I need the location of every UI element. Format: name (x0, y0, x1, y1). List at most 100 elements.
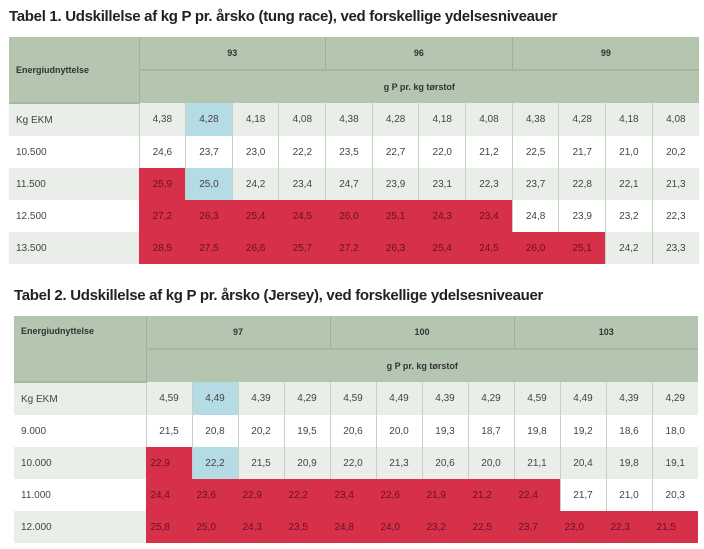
table-cell: 19,3 (421, 415, 468, 447)
table-cell: 19,8 (513, 415, 560, 447)
table1: Energiudnyttelse 93 96 99 g P pr. kg tørstof… (9, 37, 699, 264)
table-cell: 22,2 (278, 136, 326, 168)
table-cell: 4,39 (605, 382, 652, 415)
table-cell: 24,3 (237, 511, 284, 543)
table-cell: 27,5 (185, 232, 233, 264)
table-cell: 4,08 (651, 103, 699, 136)
table-row: 10.000 22,9 22,2 21,5 20,9 22,0 21,3 20,6 20,0 21… (14, 447, 698, 479)
table-row: 10.500 24,6 23,7 23,0 22,2 23,5 22,7 22,0 21,2 22… (9, 136, 699, 168)
table-cell: 22,2 (191, 447, 238, 479)
table-cell: 23,2 (605, 200, 653, 232)
table-cell: 23,0 (231, 136, 279, 168)
table-cell: 25,0 (185, 168, 233, 200)
table-cell: 26,6 (231, 232, 279, 264)
table2-title: Tabel 2. Udskillelse af kg P pr. årsko (… (14, 287, 544, 304)
table-cell: 4,59 (329, 382, 376, 415)
table-cell: 19,1 (651, 447, 698, 479)
table-cell: 4,38 (138, 103, 186, 136)
table-cell: 4,18 (418, 103, 466, 136)
table-cell: 24,2 (231, 168, 279, 200)
table-cell: 24,2 (605, 232, 653, 264)
table-cell: 4,18 (605, 103, 653, 136)
table-cell: 22,4 (513, 479, 560, 511)
row-label: 9.000 (14, 415, 146, 447)
table-cell: 21,1 (513, 447, 560, 479)
table-cell: 22,3 (465, 168, 513, 200)
table-cell: 23,7 (511, 168, 559, 200)
row-header: Energiudnyttelse (14, 316, 146, 383)
table-cell: 21,9 (421, 479, 468, 511)
table-cell: 24,5 (465, 232, 513, 264)
table-cell: 26,0 (511, 232, 559, 264)
row-label: 10.000 (14, 447, 146, 479)
table-cell: 25,4 (418, 232, 466, 264)
row-label: 10.500 (9, 136, 139, 168)
table-cell: 20,3 (651, 479, 698, 511)
table-cell: 23,9 (371, 168, 419, 200)
table-cell: 23,1 (418, 168, 466, 200)
table-row: 12.000 25,8 25,0 24,3 23,5 24,8 24,0 23,2 22,5 23… (14, 511, 698, 543)
table-cell: 21,5 (651, 511, 698, 543)
table-cell: 22,7 (371, 136, 419, 168)
table-cell: 22,2 (283, 479, 330, 511)
table-cell: 18,6 (605, 415, 652, 447)
table2: Energiudnyttelse 97 100 103 g P pr. kg tørst… (14, 316, 698, 543)
table-cell: 20,2 (651, 136, 699, 168)
table-cell: 4,29 (467, 382, 514, 415)
table-cell: 27,2 (325, 232, 373, 264)
table-cell: 23,0 (559, 511, 606, 543)
table-cell: 22,0 (418, 136, 466, 168)
unit-subheader: g P pr. kg tørstof (145, 349, 698, 382)
table-cell: 25,1 (371, 200, 419, 232)
subheader-row: g P pr. kg tørstof (9, 70, 699, 103)
table-cell: 22,8 (558, 168, 606, 200)
row-header: Energiudnyttelse (9, 37, 139, 104)
table1-title: Tabel 1. Udskillelse af kg P pr. årsko (… (9, 8, 558, 25)
table-row: 11.000 24,4 23,6 22,9 22,2 23,4 22,6 21,9 21,2 22… (14, 479, 698, 511)
table-cell: 21,0 (605, 136, 653, 168)
table-cell: 4,38 (511, 103, 559, 136)
row-label: 11.000 (14, 479, 146, 511)
table-cell: 4,39 (421, 382, 468, 415)
table-cell: 24,6 (138, 136, 186, 168)
unit-subheader: g P pr. kg tørstof (138, 70, 699, 103)
table-cell: 23,4 (465, 200, 513, 232)
table-cell: 21,2 (467, 479, 514, 511)
table-cell: 4,49 (375, 382, 422, 415)
table-cell: 22,3 (605, 511, 652, 543)
table-cell: 4,28 (371, 103, 419, 136)
table-row: 12.500 27,2 26,3 25,4 24,5 26,0 25,1 24,3 23,4 24… (9, 200, 699, 232)
table-cell: 23,5 (325, 136, 373, 168)
table-cell: 23,7 (185, 136, 233, 168)
table-cell: 20,9 (283, 447, 330, 479)
table-row: Kg EKM 4,59 4,49 4,39 4,29 4,59 4,49 4,39 4,29 4,… (14, 382, 698, 415)
table-cell: 22,9 (237, 479, 284, 511)
table-cell: 22,0 (329, 447, 376, 479)
table-cell: 4,38 (325, 103, 373, 136)
row-label: Kg EKM (9, 103, 139, 136)
table-cell: 22,1 (605, 168, 653, 200)
group-header: 100 (329, 316, 514, 350)
table-cell: 27,2 (138, 200, 186, 232)
table-cell: 24,8 (329, 511, 376, 543)
table-cell: 24,5 (278, 200, 326, 232)
table-cell: 23,9 (558, 200, 606, 232)
table-cell: 20,4 (559, 447, 606, 479)
table-row: 13.500 28,5 27,5 26,6 25,7 27,2 26,3 25,4 24,5 26… (9, 232, 699, 264)
group-header: 96 (325, 37, 513, 71)
table-cell: 23,7 (513, 511, 560, 543)
table-cell: 20,6 (329, 415, 376, 447)
table-cell: 23,5 (283, 511, 330, 543)
table-cell: 4,59 (513, 382, 560, 415)
table-cell: 25,4 (231, 200, 279, 232)
row-label: 13.500 (9, 232, 139, 264)
table-row: 11.500 25,9 25,0 24,2 23,4 24,7 23,9 23,1 22,3 23… (9, 168, 699, 200)
table-cell: 4,59 (145, 382, 192, 415)
table-cell: 4,08 (278, 103, 326, 136)
table-row: 9.000 21,5 20,8 20,2 19,5 20,6 20,0 19,3 18,7 19,… (14, 415, 698, 447)
table-cell: 21,7 (558, 136, 606, 168)
table-cell: 19,8 (605, 447, 652, 479)
table-cell: 21,3 (651, 168, 699, 200)
header-row: Energiudnyttelse 93 96 99 (9, 37, 699, 104)
table-cell: 26,0 (325, 200, 373, 232)
